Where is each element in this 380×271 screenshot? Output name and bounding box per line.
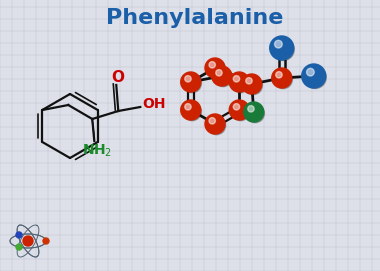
Circle shape bbox=[207, 116, 226, 135]
Circle shape bbox=[242, 74, 262, 94]
Circle shape bbox=[244, 102, 264, 122]
Circle shape bbox=[229, 100, 249, 120]
Circle shape bbox=[212, 66, 232, 86]
Text: OH: OH bbox=[142, 97, 166, 111]
Circle shape bbox=[307, 68, 314, 76]
Circle shape bbox=[185, 104, 191, 110]
Circle shape bbox=[16, 244, 22, 250]
Circle shape bbox=[246, 104, 264, 123]
Text: NH$_2$: NH$_2$ bbox=[82, 143, 112, 159]
Circle shape bbox=[214, 68, 233, 87]
Circle shape bbox=[231, 74, 250, 93]
Circle shape bbox=[275, 40, 282, 48]
Circle shape bbox=[272, 38, 294, 60]
Circle shape bbox=[183, 102, 201, 121]
Text: Phenylalanine: Phenylalanine bbox=[106, 8, 284, 28]
Circle shape bbox=[231, 102, 250, 121]
Circle shape bbox=[43, 238, 49, 244]
Circle shape bbox=[181, 100, 201, 120]
Circle shape bbox=[233, 76, 240, 82]
Circle shape bbox=[183, 74, 201, 93]
Circle shape bbox=[216, 70, 222, 76]
Circle shape bbox=[248, 106, 254, 112]
Circle shape bbox=[270, 36, 294, 60]
Circle shape bbox=[229, 72, 249, 92]
Circle shape bbox=[209, 62, 215, 68]
Circle shape bbox=[209, 118, 215, 124]
Circle shape bbox=[304, 66, 326, 89]
Circle shape bbox=[205, 114, 225, 134]
Circle shape bbox=[16, 232, 22, 238]
Circle shape bbox=[23, 236, 33, 246]
Circle shape bbox=[233, 104, 240, 110]
Circle shape bbox=[276, 72, 282, 78]
Circle shape bbox=[244, 76, 263, 95]
Circle shape bbox=[207, 60, 226, 79]
Circle shape bbox=[274, 70, 293, 89]
Circle shape bbox=[185, 76, 191, 82]
Circle shape bbox=[272, 68, 292, 88]
Text: O: O bbox=[111, 70, 124, 85]
Circle shape bbox=[246, 78, 252, 84]
Circle shape bbox=[205, 58, 225, 78]
Circle shape bbox=[181, 72, 201, 92]
Circle shape bbox=[302, 64, 326, 88]
